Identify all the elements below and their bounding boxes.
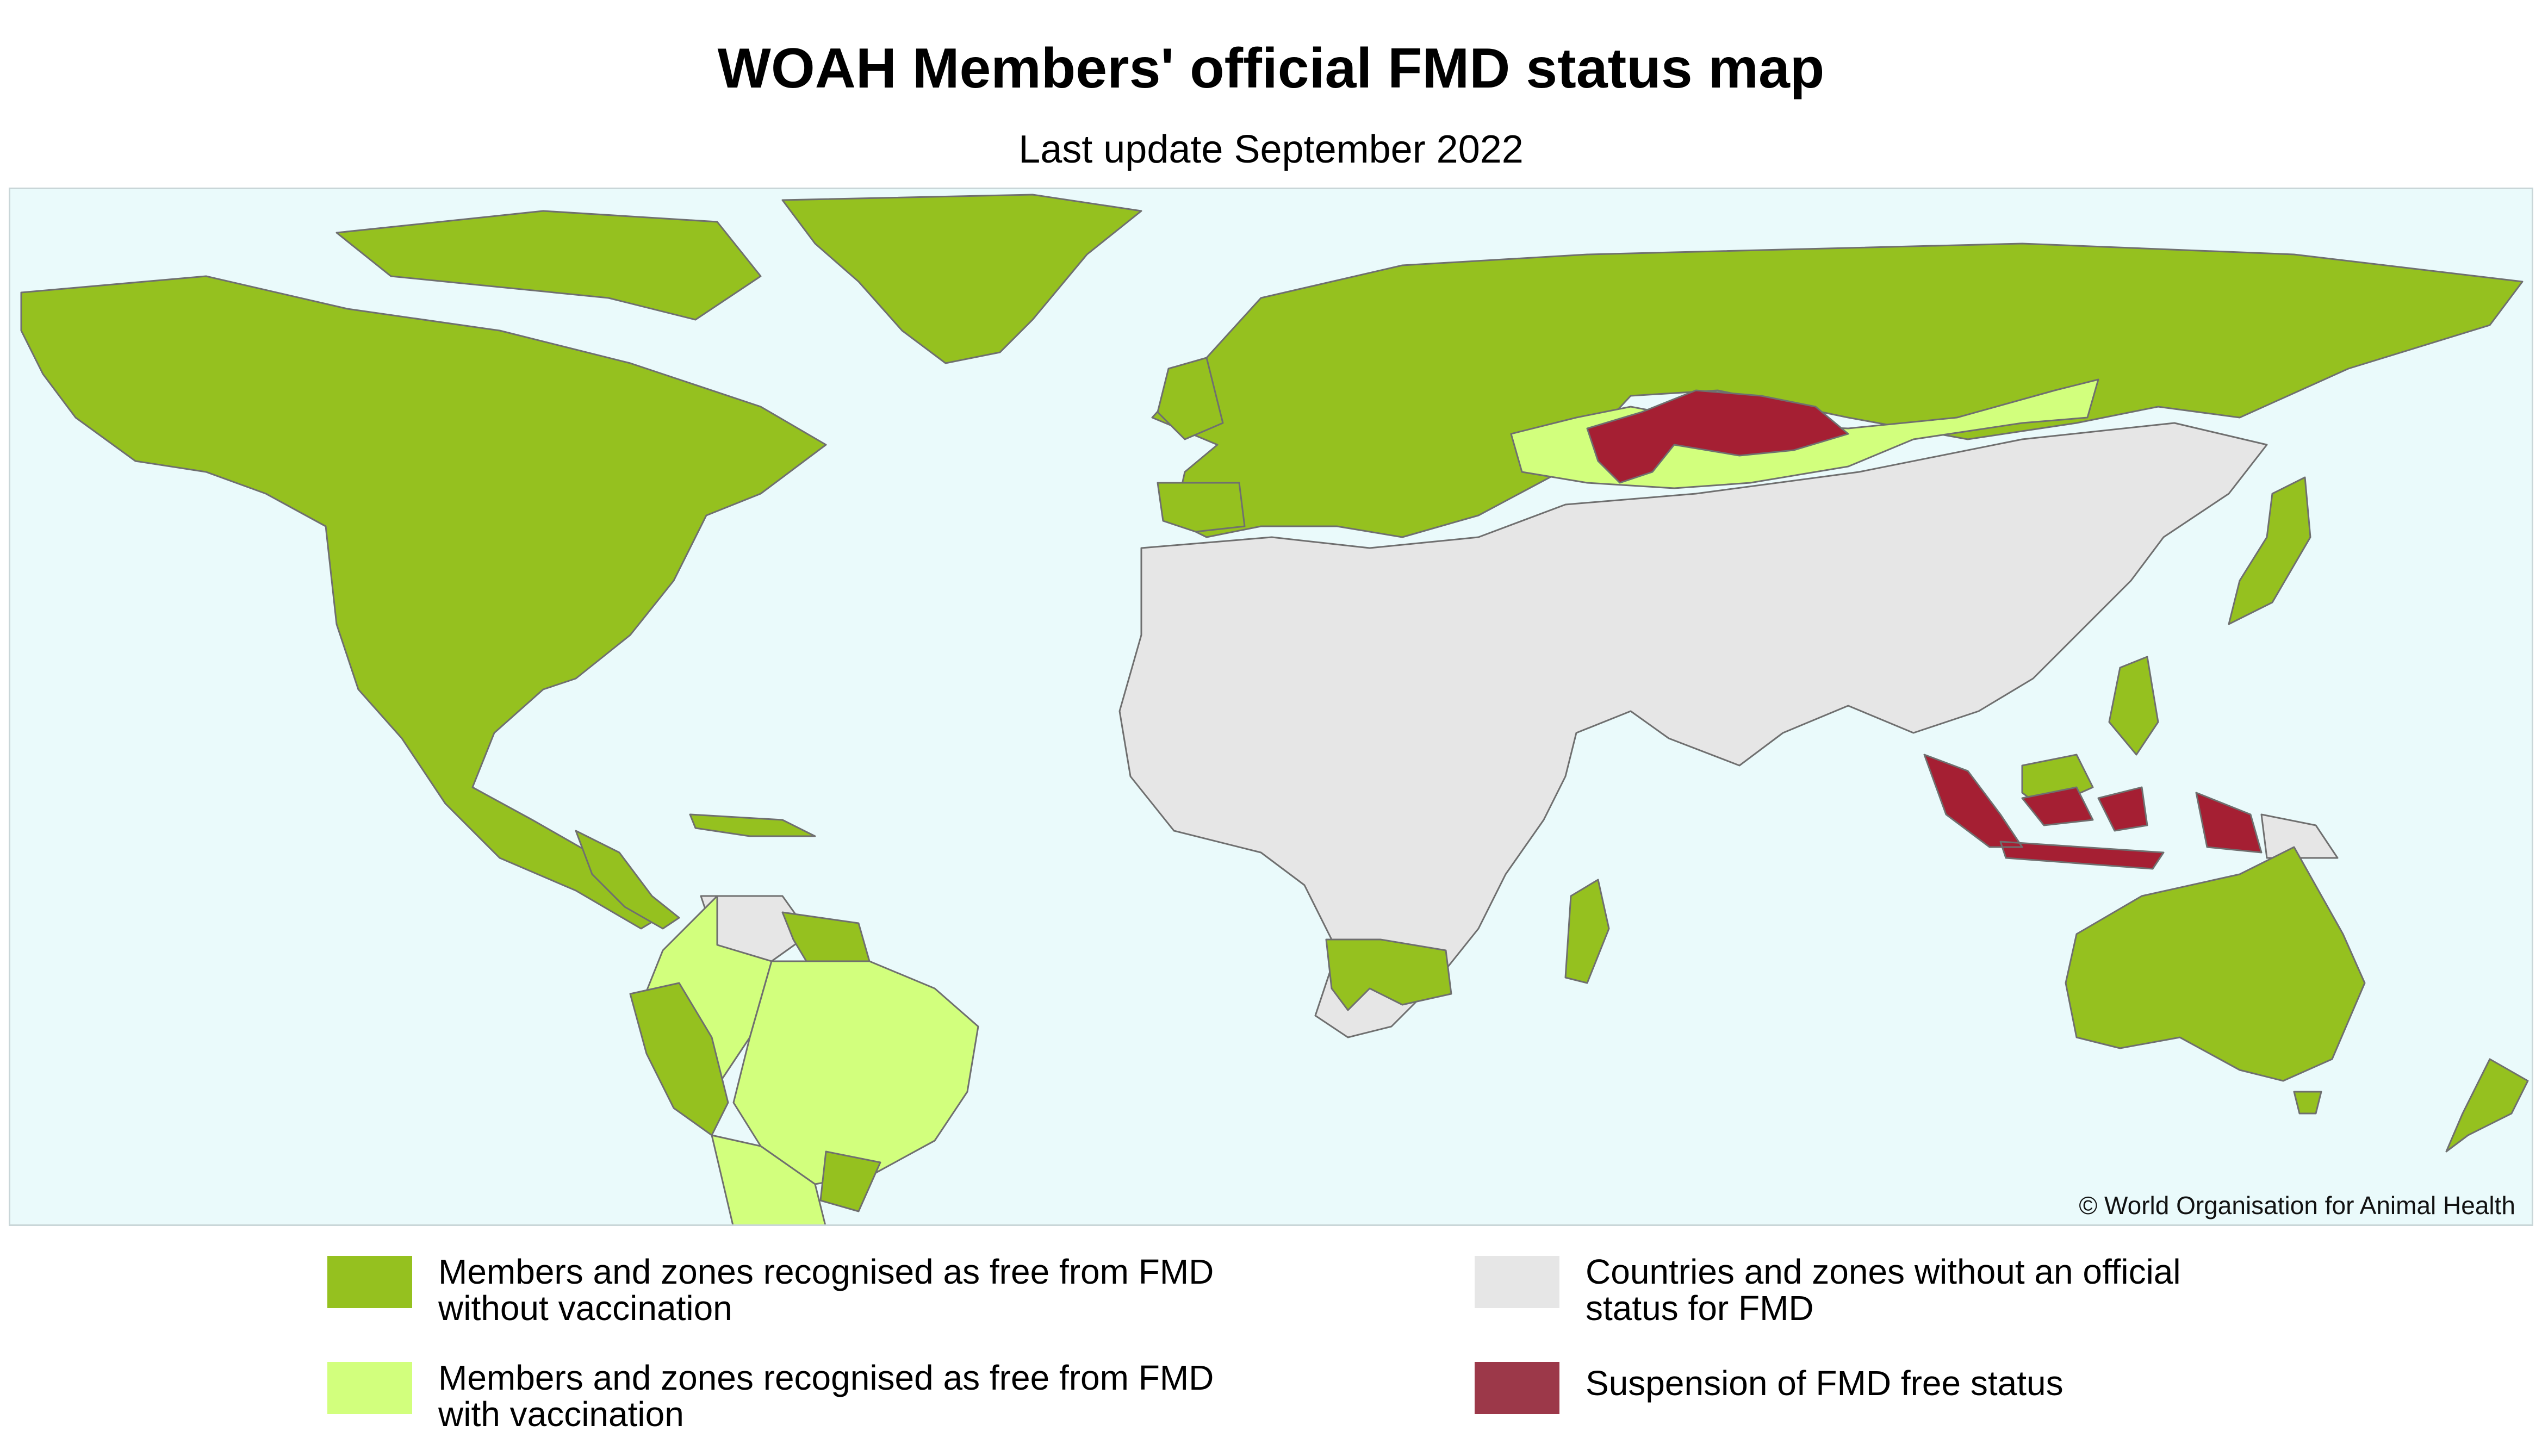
region-guianas	[781, 911, 871, 968]
legend-swatch-free-with-vaccination	[327, 1362, 412, 1414]
legend-line: Suspension of FMD free status	[1586, 1364, 2064, 1403]
region-australia	[2065, 846, 2366, 1082]
region-arctic-islands	[335, 210, 762, 321]
region-africa-asia-no-status	[1118, 422, 2268, 1038]
legend-line: status for FMD	[1586, 1288, 1814, 1328]
region-peru-ecuador	[629, 982, 729, 1136]
region-europe-russia	[1151, 242, 2524, 538]
legend-label-suspension: Suspension of FMD free status	[1586, 1365, 2064, 1402]
map-subtitle: Last update September 2022	[1018, 128, 1524, 171]
map-title: WOAH Members' official FMD status map	[717, 37, 1825, 100]
legend-swatch-no-official-status	[1475, 1256, 1559, 1308]
region-southern-brazil	[819, 1150, 881, 1212]
region-japan	[2228, 476, 2311, 625]
legend-swatch-free-without-vaccination	[327, 1256, 412, 1308]
region-philippines	[2108, 656, 2159, 756]
copyright-notice: © World Organisation for Animal Health	[2079, 1191, 2515, 1219]
legend-item-free-without-vaccination: Members and zones recognised as free fro…	[327, 1254, 1214, 1326]
region-british-isles	[1157, 357, 1224, 440]
legend-line: Members and zones recognised as free fro…	[438, 1358, 1214, 1397]
region-bolivia-argentina-north	[711, 1134, 826, 1224]
region-greenland	[781, 194, 1142, 364]
world-map: © World Organisation for Animal Health	[9, 188, 2533, 1226]
region-caribbean	[689, 813, 816, 837]
region-southern-africa	[1325, 938, 1452, 1011]
region-tasmania	[2293, 1091, 2322, 1115]
legend-swatch-suspension	[1475, 1362, 1559, 1414]
region-kazakhstan-suspension	[1586, 389, 1849, 484]
legend-label-no-official-status: Countries and zones without an official …	[1586, 1254, 2181, 1326]
region-papua-new-guinea	[2260, 813, 2339, 859]
legend-item-no-official-status: Countries and zones without an official …	[1475, 1254, 2181, 1326]
legend-line: with vaccination	[438, 1394, 684, 1434]
legend-line: without vaccination	[438, 1288, 732, 1328]
legend-item-suspension: Suspension of FMD free status	[1475, 1362, 2064, 1414]
region-madagascar	[1564, 879, 1610, 984]
legend-line: Countries and zones without an official	[1586, 1252, 2181, 1291]
region-central-america	[575, 830, 680, 930]
region-brazil	[732, 960, 979, 1185]
region-iberia	[1157, 482, 1246, 533]
region-north-america	[20, 275, 827, 930]
region-indonesia-suspension	[1923, 754, 2263, 870]
world-map-svg	[20, 194, 2529, 1224]
region-new-zealand	[2445, 1058, 2529, 1153]
legend-line: Members and zones recognised as free fro…	[438, 1252, 1214, 1291]
legend-label-free-without-vaccination: Members and zones recognised as free fro…	[438, 1254, 1214, 1326]
legend-item-free-with-vaccination: Members and zones recognised as free fro…	[327, 1360, 1214, 1432]
legend-label-free-with-vaccination: Members and zones recognised as free fro…	[438, 1360, 1214, 1432]
